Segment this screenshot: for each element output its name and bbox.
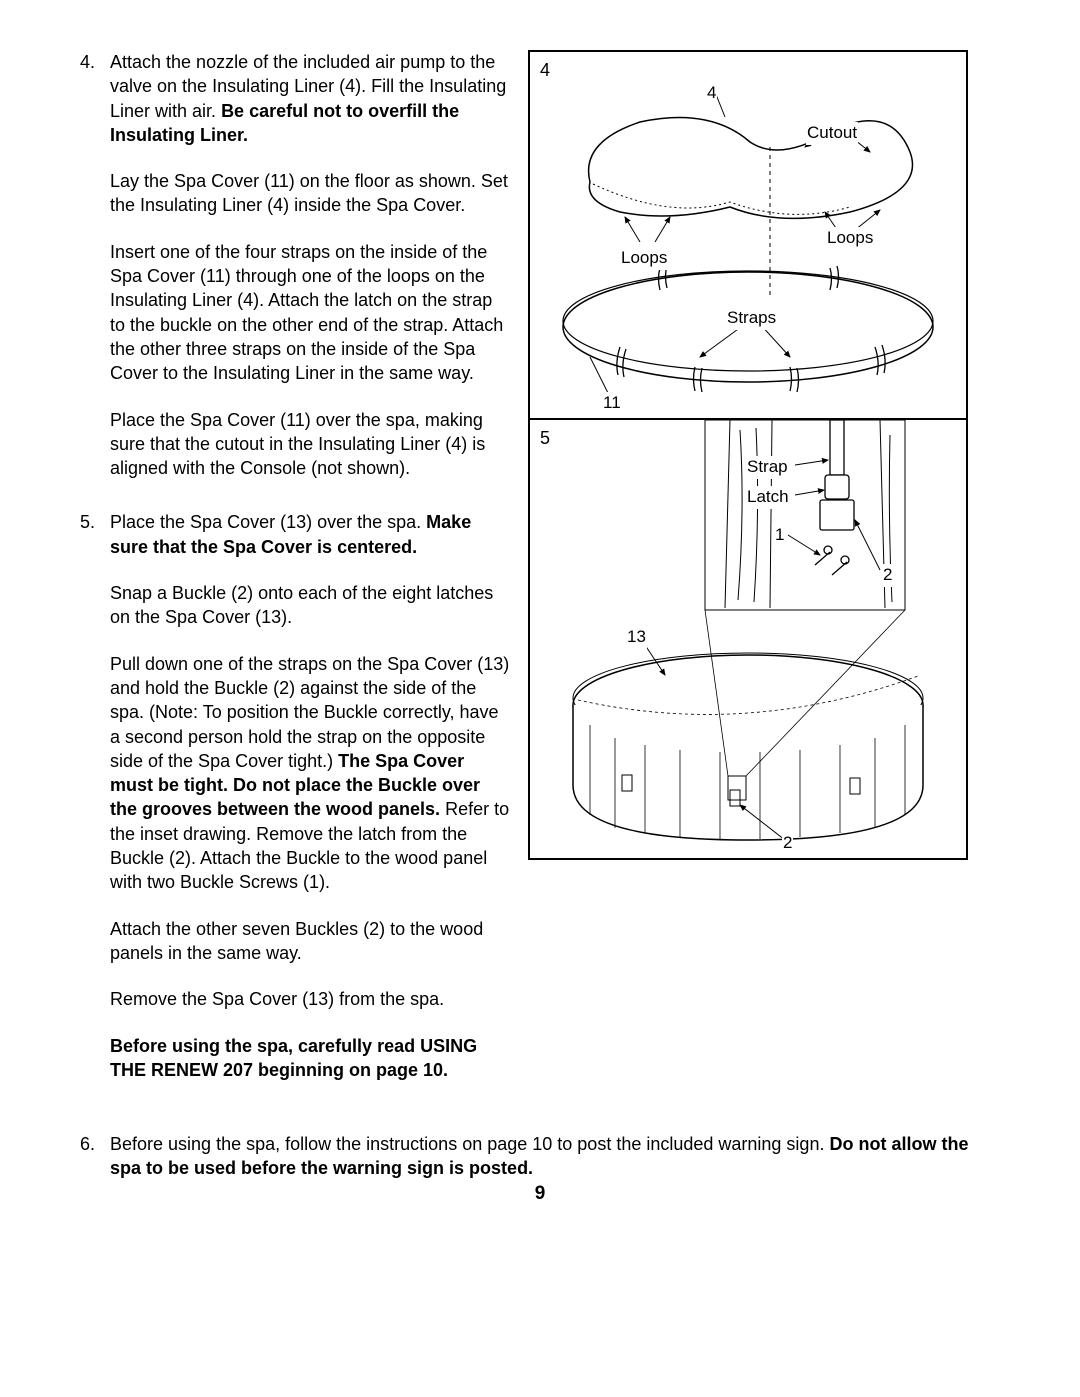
callout-label: 1 [774,524,785,547]
instruction-list: 4. Attach the nozzle of the included air… [80,50,510,1082]
callout-label: 13 [626,626,647,649]
callout-label: 2 [882,564,893,587]
paragraph: Before using the spa, follow the instruc… [110,1132,1000,1181]
paragraph: Lay the Spa Cover (11) on the floor as s… [110,169,510,218]
step-6: 6. Before using the spa, follow the inst… [80,1132,1000,1181]
paragraph: Place the Spa Cover (11) over the spa, m… [110,408,510,481]
text: Place the Spa Cover (13) over the spa. [110,512,426,532]
instruction-text-column: 4. Attach the nozzle of the included air… [80,50,510,1112]
step-number: 6. [80,1132,95,1156]
callout-label: 11 [602,392,622,415]
paragraph: Attach the nozzle of the included air pu… [110,50,510,147]
callout-label: 2 [782,832,793,855]
step-5: 5. Place the Spa Cover (13) over the spa… [80,510,510,1082]
step-4: 4. Attach the nozzle of the included air… [80,50,510,480]
step-number: 4. [80,50,95,74]
figure-5: 5 [528,420,968,860]
page-number: 9 [0,1181,1080,1207]
paragraph: Place the Spa Cover (13) over the spa. M… [110,510,510,559]
callout-label: 4 [706,82,717,105]
figure-4: 4 [528,50,968,420]
callout-label: Latch [746,486,790,509]
paragraph: Pull down one of the straps on the Spa C… [110,652,510,895]
callout-label: Cutout [806,122,858,145]
callout-label: Strap [746,456,789,479]
step-number: 5. [80,510,95,534]
paragraph: Snap a Buckle (2) onto each of the eight… [110,581,510,630]
callout-label: Loops [620,247,668,270]
text: Before using the spa, follow the instruc… [110,1134,829,1154]
paragraph: Before using the spa, carefully read USI… [110,1034,510,1083]
bold-text: Before using the spa, carefully read USI… [110,1036,477,1080]
figure-column: 4 [528,50,968,1112]
main-two-column-row: 4. Attach the nozzle of the included air… [80,50,1000,1112]
paragraph: Remove the Spa Cover (13) from the spa. [110,987,510,1011]
callout-label: Straps [726,307,777,330]
callout-label: Loops [826,227,874,250]
paragraph: Attach the other seven Buckles (2) to th… [110,917,510,966]
paragraph: Insert one of the four straps on the ins… [110,240,510,386]
figure-4-diagram [530,52,966,420]
